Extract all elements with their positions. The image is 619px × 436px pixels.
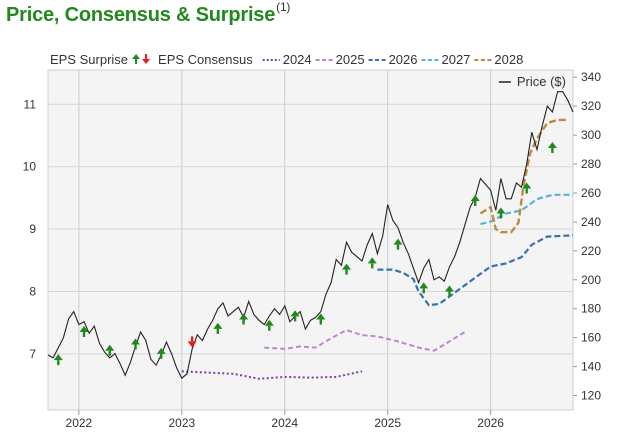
left-y-tick-label: 10 xyxy=(23,160,37,174)
right-y-tick-label: 160 xyxy=(581,331,601,345)
surprise-arrow-up xyxy=(522,182,532,194)
legend: EPS Surprise EPS Consensus 2024 2025 2026 202… xyxy=(50,52,523,67)
x-tick-label: 2025 xyxy=(374,416,401,430)
legend-series-2025: 2025 xyxy=(336,52,365,67)
chart-title: Price, Consensus & Surprise(1) xyxy=(6,0,291,26)
consensus-lines xyxy=(181,118,574,380)
consensus-line-2024 xyxy=(181,370,363,380)
legend-down-arrow-icon xyxy=(142,54,151,64)
surprise-arrow-up xyxy=(470,195,480,207)
surprise-arrow-up xyxy=(79,326,89,338)
surprise-arrow-up xyxy=(213,322,223,334)
legend-eps-surprise: EPS Surprise xyxy=(50,52,128,67)
price-legend: Price ($) xyxy=(498,74,566,89)
surprise-arrow-up xyxy=(290,310,300,322)
legend-price: Price ($) xyxy=(517,74,566,89)
surprise-arrow-up xyxy=(496,207,506,219)
surprise-arrow-up xyxy=(444,285,454,297)
surprise-arrow-up xyxy=(342,263,352,275)
x-tick-label: 2023 xyxy=(168,416,195,430)
surprise-arrow-up xyxy=(156,347,166,359)
right-y-tick-label: 140 xyxy=(581,360,601,374)
x-tick-label: 2024 xyxy=(271,416,298,430)
right-y-tick-label: 320 xyxy=(581,99,601,113)
title-footnote: (1) xyxy=(276,0,291,14)
surprise-arrow-up xyxy=(393,238,403,250)
legend-series-2028: 2028 xyxy=(494,52,523,67)
consensus-line-2028 xyxy=(479,118,568,234)
right-y-tick-label: 180 xyxy=(581,302,601,316)
surprise-arrow-up xyxy=(239,313,249,325)
left-y-tick-label: 11 xyxy=(24,97,37,111)
consensus-line-2027 xyxy=(480,193,573,226)
right-y-tick-label: 200 xyxy=(581,273,601,287)
left-y-tick-label: 7 xyxy=(29,347,36,361)
right-y-tick-label: 220 xyxy=(581,244,601,258)
surprise-arrow-up xyxy=(264,319,274,331)
x-tick-label: 2022 xyxy=(66,416,93,430)
legend-eps-consensus: EPS Consensus xyxy=(158,52,253,67)
grid-lines xyxy=(48,70,573,410)
consensus-line-2026 xyxy=(377,234,574,307)
surprise-arrow-up xyxy=(367,257,377,269)
right-y-tick-label: 260 xyxy=(581,186,601,200)
surprise-arrow-up xyxy=(419,282,429,294)
left-y-tick-label: 8 xyxy=(29,284,36,298)
right-y-tick-label: 240 xyxy=(581,215,601,229)
right-y-tick-label: 280 xyxy=(581,157,601,171)
surprise-arrow-up xyxy=(316,313,326,325)
surprise-arrow-up xyxy=(547,141,557,153)
legend-up-arrow-icon xyxy=(132,54,141,64)
plot-area xyxy=(47,69,574,411)
right-y-tick-label: 120 xyxy=(581,389,601,403)
surprise-arrow-down xyxy=(187,336,197,348)
surprise-arrow-up xyxy=(53,354,63,366)
right-y-tick-label: 300 xyxy=(581,128,601,142)
legend-series-2027: 2027 xyxy=(441,52,470,67)
surprise-markers xyxy=(53,141,557,366)
surprise-arrow-up xyxy=(105,344,115,356)
legend-series-2024: 2024 xyxy=(283,52,312,67)
right-y-tick-label: 340 xyxy=(581,70,601,84)
legend-series-2026: 2026 xyxy=(389,52,418,67)
left-y-tick-label: 9 xyxy=(29,222,36,236)
x-tick-label: 2026 xyxy=(477,416,504,430)
axes: 2022 2023 2024 2025 2026 7 8 9 10 11 120 140 160 180 2… xyxy=(23,70,602,430)
surprise-arrow-up xyxy=(131,338,140,350)
consensus-line-2025 xyxy=(264,329,466,352)
